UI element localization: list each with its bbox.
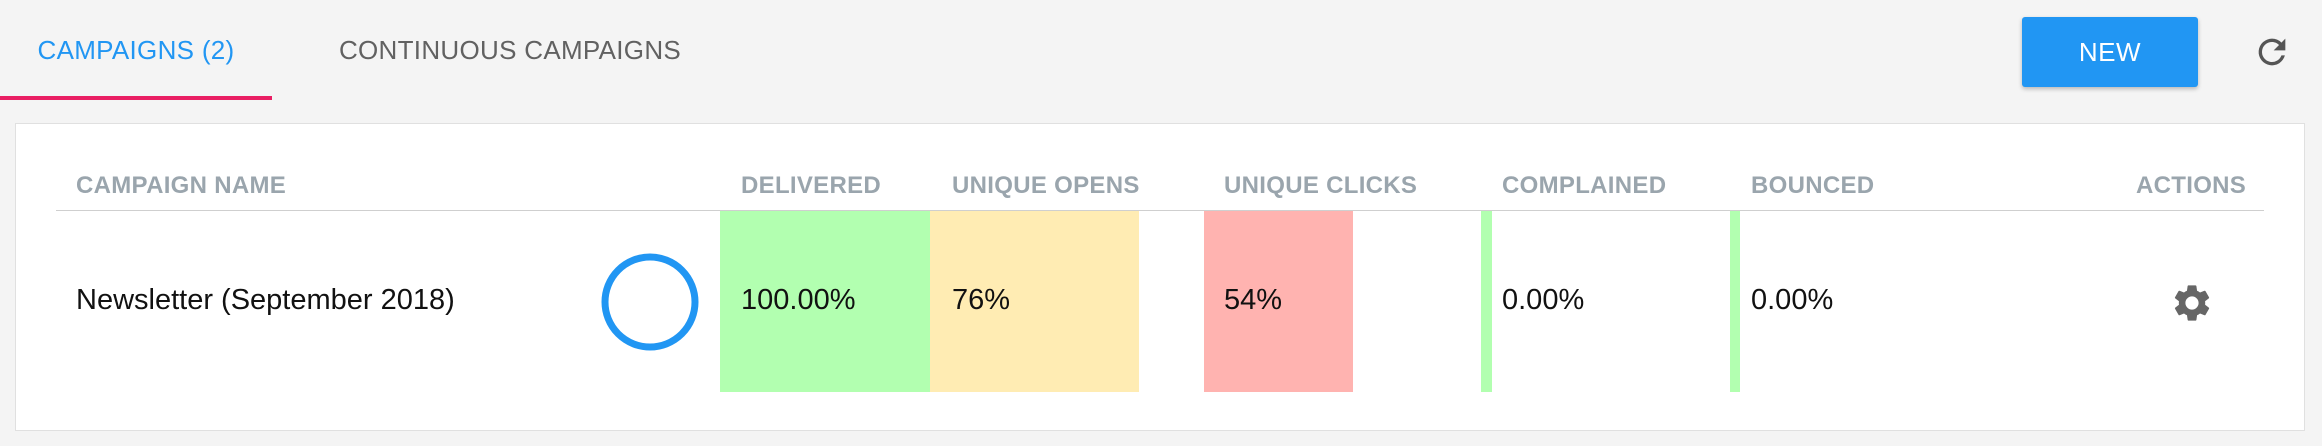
unique-clicks-cell-bg [1204, 211, 1353, 392]
gear-icon[interactable] [2170, 281, 2214, 325]
column-header-complained[interactable]: COMPLAINED [1502, 172, 1667, 199]
column-header-actions: ACTIONS [2136, 172, 2247, 199]
tab-bar: CAMPAIGNS (2) CONTINUOUS CAMPAIGNS NEW [0, 0, 2322, 120]
header-divider [56, 210, 2264, 211]
progress-ring-icon [600, 252, 700, 352]
campaigns-table-card [15, 123, 2305, 431]
delivered-value: 100.00% [741, 284, 856, 316]
refresh-icon[interactable] [2252, 32, 2292, 72]
new-button-label: NEW [2078, 36, 2142, 67]
unique-opens-value: 76% [952, 284, 1011, 316]
column-header-bounced[interactable]: BOUNCED [1751, 172, 1875, 199]
complained-value: 0.00% [1502, 284, 1585, 316]
complained-bar [1481, 211, 1492, 392]
campaign-name-cell[interactable]: Newsletter (September 2018) [76, 284, 455, 316]
active-tab-indicator [0, 96, 272, 100]
tab-campaigns-label: CAMPAIGNS (2) [37, 34, 235, 65]
unique-clicks-value: 54% [1224, 284, 1283, 316]
bounced-value: 0.00% [1751, 284, 1834, 316]
new-button[interactable]: NEW [2022, 17, 2198, 87]
tab-continuous-campaigns[interactable]: CONTINUOUS CAMPAIGNS [310, 0, 710, 100]
unique-opens-cell-bg [930, 211, 1139, 392]
column-header-delivered[interactable]: DELIVERED [741, 172, 882, 199]
bounced-bar [1730, 211, 1740, 392]
column-header-unique-clicks[interactable]: UNIQUE CLICKS [1224, 172, 1418, 199]
tab-campaigns[interactable]: CAMPAIGNS (2) [0, 0, 272, 100]
tab-continuous-campaigns-label: CONTINUOUS CAMPAIGNS [338, 34, 682, 65]
column-header-unique-opens[interactable]: UNIQUE OPENS [952, 172, 1140, 199]
column-header-campaign-name[interactable]: CAMPAIGN NAME [76, 172, 287, 199]
delivered-cell-bg [720, 211, 930, 392]
